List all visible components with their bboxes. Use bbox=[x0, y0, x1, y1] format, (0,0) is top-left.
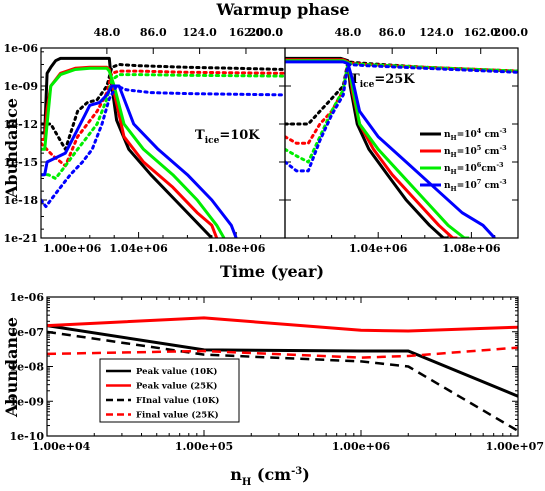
tr-legend-label-part: H bbox=[451, 151, 457, 159]
bt-series-line-1 bbox=[47, 316, 518, 333]
tr-legend-label-2: nH=106cm-3 bbox=[444, 161, 504, 176]
tice-10k-rest: =10K bbox=[219, 128, 260, 143]
tr-series-line-7 bbox=[285, 63, 518, 173]
top-y-axis-title: Abundance bbox=[2, 98, 21, 199]
tr-legend-label-part: 7 bbox=[477, 178, 482, 186]
tl-x2-tick-label: 124.0 bbox=[182, 26, 217, 39]
bt-legend-label-0: Peak value (10K) bbox=[136, 366, 217, 377]
tr-x2-tick-label: 86.0 bbox=[379, 26, 406, 39]
bt-y-tick-label: 1e-10 bbox=[9, 430, 44, 443]
tr-legend-label-part: 6 bbox=[477, 161, 482, 169]
tl-y-tick-label: 1e-15 bbox=[3, 156, 38, 169]
tr-x2-tick-label: 124.0 bbox=[419, 26, 454, 39]
tr-frame bbox=[284, 47, 519, 239]
tr-legend-label-part: H bbox=[451, 134, 457, 142]
tr-legend-label-part: =10 bbox=[457, 181, 477, 191]
bt-legend-label-3: Final value (25K) bbox=[136, 410, 219, 421]
tr-legend-label-part: n bbox=[444, 130, 451, 140]
tr-legend-label-part: n bbox=[444, 181, 451, 191]
bottom-x-axis-title-sub: H bbox=[242, 477, 251, 488]
tr-legend-label-part: H bbox=[451, 185, 457, 193]
tr-legend-label-part: n bbox=[444, 147, 451, 157]
tice-10k-annotation: Tice=10K bbox=[195, 128, 260, 146]
bottom-x-axis-title-main: n bbox=[230, 465, 242, 484]
bottom-x-axis-title: nH (cm-3) bbox=[230, 465, 310, 488]
tr-legend-label-part: cm bbox=[481, 147, 500, 157]
tr-x2-tick-label: 200.0 bbox=[494, 26, 529, 39]
tr-legend-label-part: n bbox=[444, 164, 451, 174]
bt-series-line-2 bbox=[47, 330, 518, 432]
tl-x-tick-label: 1.04e+06 bbox=[109, 242, 168, 255]
tl-y-tick-label: 1e-18 bbox=[3, 194, 38, 207]
bt-x-tick-label: 1.00e+05 bbox=[175, 440, 233, 453]
tr-legend-label-part: H bbox=[451, 168, 457, 176]
bottom-x-axis-title-close: ) bbox=[302, 465, 310, 484]
tice-10k-main: T bbox=[195, 128, 205, 143]
bottom-y-axis-title: Abundance bbox=[2, 317, 21, 418]
tr-legend-label-3: nH=107 cm-3 bbox=[444, 178, 507, 193]
top-x-axis-title: Time (year) bbox=[220, 262, 324, 281]
bt-series-line-0 bbox=[47, 324, 518, 398]
bt-y-tick-label: 1e-08 bbox=[9, 361, 44, 374]
bt-y-tick-label: 1e-06 bbox=[9, 291, 44, 304]
bt-legend-box bbox=[99, 358, 240, 423]
bt-x-tick-label: 1.00e+04 bbox=[32, 440, 91, 453]
tr-legend-label-part: -3 bbox=[496, 161, 504, 169]
tl-series-line-0 bbox=[41, 56, 213, 238]
tr-legend-label-part: 4 bbox=[477, 127, 482, 135]
tl-x-tick-label: 1.00e+06 bbox=[43, 242, 102, 255]
tl-series-line-1 bbox=[41, 63, 285, 151]
tice-10k-sub: ice bbox=[205, 136, 220, 146]
tr-x-tick-label: 1.04e+06 bbox=[349, 242, 408, 255]
tr-legend-label-part: cm bbox=[481, 130, 500, 140]
tr-x2-tick-label: 48.0 bbox=[335, 26, 362, 39]
tl-x-tick-label: 1.08e+06 bbox=[207, 242, 266, 255]
bt-frame bbox=[46, 296, 519, 437]
bt-y-tick-label: 1e-09 bbox=[9, 395, 44, 408]
bt-legend-label-1: Peak value (25K) bbox=[136, 381, 217, 392]
tr-legend-label-part: -3 bbox=[499, 127, 507, 135]
tr-legend-label-part: 5 bbox=[477, 144, 482, 152]
tl-x2-tick-label: 86.0 bbox=[140, 26, 167, 39]
tl-y-tick-label: 1e-21 bbox=[3, 232, 38, 245]
tl-y-tick-label: 1e-12 bbox=[3, 118, 38, 131]
tl-x2-tick-label: 48.0 bbox=[93, 26, 120, 39]
tl-x2-tick-label: 162.0 bbox=[229, 26, 264, 39]
bt-y-tick-label: 1e-07 bbox=[9, 326, 44, 339]
bt-series-line-3 bbox=[47, 346, 518, 359]
tr-legend-label-part: cm bbox=[481, 164, 496, 174]
tr-legend-label-part: -3 bbox=[499, 144, 507, 152]
tice-25k-annotation: Tice=25K bbox=[350, 72, 415, 90]
tr-series-line-6 bbox=[285, 60, 496, 238]
tr-legend-label-1: nH=105 cm-3 bbox=[444, 144, 507, 159]
tr-legend-label-part: =10 bbox=[457, 147, 477, 157]
tr-x2-tick-label: 162.0 bbox=[463, 26, 498, 39]
tice-25k-main: T bbox=[350, 72, 360, 87]
tl-x2-tick-label: 200.0 bbox=[249, 26, 284, 39]
tr-legend-label-part: =10 bbox=[457, 130, 477, 140]
tl-y-tick-label: 1e-09 bbox=[3, 80, 38, 93]
tice-25k-sub: ice bbox=[360, 80, 375, 90]
bt-x-tick-label: 1.00e+06 bbox=[332, 440, 391, 453]
bt-x-tick-label: 1.00e+07 bbox=[486, 440, 544, 453]
tr-legend-label-part: -3 bbox=[499, 178, 507, 186]
tl-series-line-6 bbox=[41, 84, 238, 238]
tr-legend-label-0: nH=104 cm-3 bbox=[444, 127, 507, 142]
top-axis-title: Warmup phase bbox=[215, 0, 349, 19]
plot-layer: 1e-21 1e-18 1e-15 1e-12 1e-09 1e-06 1.00e+06 1.… bbox=[3, 26, 544, 453]
tl-y-tick-label: 1e-06 bbox=[3, 42, 38, 55]
tice-25k-rest: =25K bbox=[374, 72, 415, 87]
tr-x-tick-label: 1.08e+06 bbox=[442, 242, 501, 255]
bottom-x-axis-title-rest: (cm bbox=[251, 465, 291, 484]
tl-series-line-5 bbox=[41, 73, 285, 180]
bt-legend-label-2: FInal value (10K) bbox=[136, 395, 219, 406]
tr-x2-tick-label: 200.0 bbox=[249, 26, 284, 39]
tr-legend-label-part: =10 bbox=[457, 164, 477, 174]
bottom-x-axis-title-sup: -3 bbox=[291, 466, 302, 477]
tr-legend-label-part: cm bbox=[481, 181, 500, 191]
tl-series-line-4 bbox=[41, 66, 226, 238]
tl-series-line-7 bbox=[41, 84, 285, 209]
